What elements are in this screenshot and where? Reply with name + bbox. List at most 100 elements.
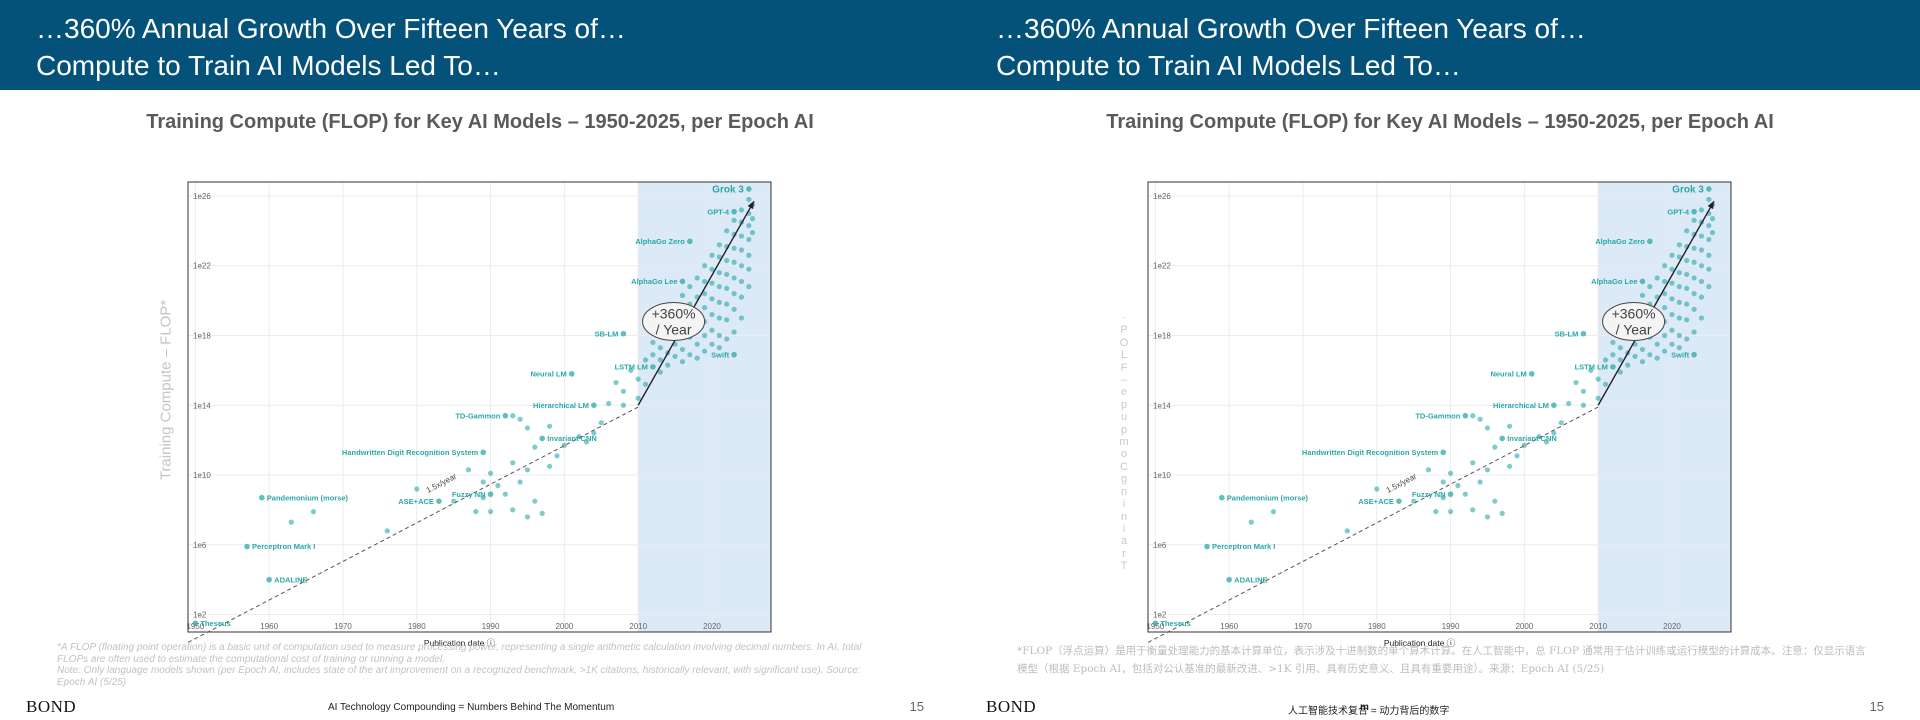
data-point	[1684, 257, 1690, 264]
data-point	[591, 430, 597, 436]
data-point	[1492, 498, 1498, 504]
data-point	[716, 270, 722, 276]
plot-frame	[1147, 181, 1732, 633]
data-point	[1602, 381, 1609, 387]
data-point	[1691, 306, 1697, 312]
y-axis-label-char: –	[1120, 374, 1128, 387]
y-axis-label-char: a	[1120, 535, 1128, 548]
data-point	[724, 317, 730, 323]
data-point	[746, 252, 752, 258]
data-point	[539, 510, 545, 516]
data-point	[1477, 479, 1483, 485]
data-point	[709, 280, 715, 286]
data-point	[1639, 359, 1646, 365]
data-point	[679, 346, 686, 353]
data-point	[1669, 252, 1675, 258]
model-label: Theseus	[1160, 619, 1190, 628]
data-point	[583, 439, 590, 445]
y-axis-label-char: r	[1122, 547, 1126, 560]
data-point	[1470, 413, 1476, 419]
data-point	[738, 278, 745, 285]
data-point-labeled	[1499, 435, 1506, 442]
x-tick-label: 2020	[703, 622, 721, 631]
x-axis-label: Publication date ⓘ	[1384, 638, 1456, 648]
data-point	[709, 296, 715, 302]
footnote-line: FLOPs are often used to estimate the com…	[57, 653, 445, 665]
data-point	[510, 460, 516, 466]
data-point	[1484, 467, 1491, 473]
data-point	[642, 357, 649, 363]
data-point	[738, 315, 745, 321]
data-point-labeled	[1647, 238, 1653, 245]
y-axis-label-char: o	[1120, 448, 1128, 461]
data-point	[694, 275, 700, 281]
data-point	[1698, 294, 1705, 300]
x-tick-label: 1990	[482, 622, 500, 631]
data-point	[635, 395, 641, 401]
model-label: Handwritten Digit Recognition System	[1302, 448, 1439, 457]
y-tick-label: 1e18	[193, 331, 211, 340]
model-label: SB-LM	[595, 329, 619, 338]
data-point	[694, 355, 700, 361]
highlight-region	[1598, 182, 1731, 632]
data-point	[1639, 292, 1646, 298]
data-point-labeled	[1152, 620, 1159, 627]
x-tick-label: 1950	[1146, 622, 1164, 631]
model-label: ASE+ACE	[1358, 497, 1394, 506]
data-point	[576, 434, 582, 440]
header-title-line-1: …360% Annual Growth Over Fifteen Years o…	[996, 13, 1586, 44]
data-point	[1507, 423, 1513, 429]
y-tick-label: 1e18	[1153, 331, 1171, 340]
data-point-labeled	[650, 364, 656, 370]
x-tick-label: 1950	[186, 622, 204, 631]
data-point-labeled	[679, 278, 686, 285]
data-point	[724, 285, 730, 291]
data-point	[1676, 299, 1682, 305]
data-point	[1447, 470, 1454, 476]
x-tick-label: 2000	[555, 622, 573, 631]
model-label: Swift	[1671, 350, 1689, 359]
data-point	[532, 498, 538, 504]
model-label: Swift	[711, 350, 729, 359]
data-point	[1706, 223, 1712, 229]
x-tick-label: 1960	[1220, 622, 1238, 631]
data-point	[1676, 270, 1682, 276]
y-axis-label-char: g	[1120, 473, 1128, 486]
data-point	[716, 284, 722, 290]
data-point-labeled	[487, 491, 494, 498]
data-point	[749, 216, 756, 222]
trend-line-dashed	[1147, 406, 1599, 643]
data-point-labeled	[502, 412, 509, 419]
data-point	[746, 284, 752, 290]
data-point	[510, 413, 516, 419]
model-label: AlphaGo Lee	[1591, 277, 1637, 286]
x-tick-label: 1990	[1442, 622, 1460, 631]
data-point	[1654, 275, 1660, 281]
data-point	[628, 367, 634, 373]
data-point-labeled	[1691, 208, 1697, 215]
data-point	[1484, 425, 1491, 431]
y-axis-label-char: n	[1120, 510, 1128, 523]
x-tick-label: 1980	[1368, 622, 1386, 631]
data-point	[1492, 444, 1498, 450]
y-tick-label: 1e6	[1153, 541, 1167, 550]
model-label: AlphaGo Zero	[1595, 237, 1645, 246]
data-point	[709, 311, 715, 318]
data-point	[1440, 495, 1446, 501]
data-point	[524, 425, 531, 431]
x-tick-label: 1970	[1294, 622, 1312, 631]
trend-line-solid	[1597, 200, 1715, 406]
data-point	[716, 254, 722, 260]
data-point	[679, 359, 686, 365]
footnote-line: *FLOP（浮点运算）是用于衡量处理能力的基本计算单位，表示涉及十进制数的单个算…	[1017, 645, 1866, 657]
data-point-labeled	[1462, 412, 1469, 419]
footnote-line: 模型（根据 Epoch AI，包括对公认基准的最新改进、>1K 引用、具有历史意…	[1017, 663, 1605, 675]
data-point	[1521, 442, 1527, 448]
data-point	[1676, 332, 1682, 339]
data-point	[1580, 402, 1587, 408]
data-point	[1706, 266, 1712, 272]
data-point	[524, 514, 531, 520]
data-point	[1661, 304, 1668, 311]
data-point	[1573, 379, 1579, 386]
